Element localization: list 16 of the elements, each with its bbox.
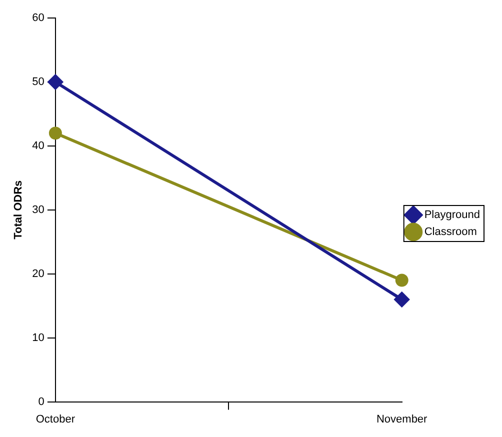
y-tick-label: 30 (32, 204, 44, 216)
point (48, 74, 63, 90)
y-tick-label: 10 (32, 332, 44, 344)
y-tick-label: 50 (32, 76, 44, 88)
point (48, 126, 62, 140)
x-tick-label: November (376, 413, 428, 426)
point (395, 274, 408, 287)
legend-label: Classroom (424, 226, 477, 238)
y-tick-label: 40 (32, 140, 44, 152)
y-axis-title: Total ODRs (12, 180, 25, 240)
y-tick-label: 60 (32, 12, 44, 24)
legend-label: Playground (424, 209, 480, 222)
x-tick-label: October (36, 413, 76, 426)
y-tick-label: 0 (38, 396, 44, 408)
point (394, 292, 410, 307)
y-tick-label: 20 (32, 268, 44, 280)
